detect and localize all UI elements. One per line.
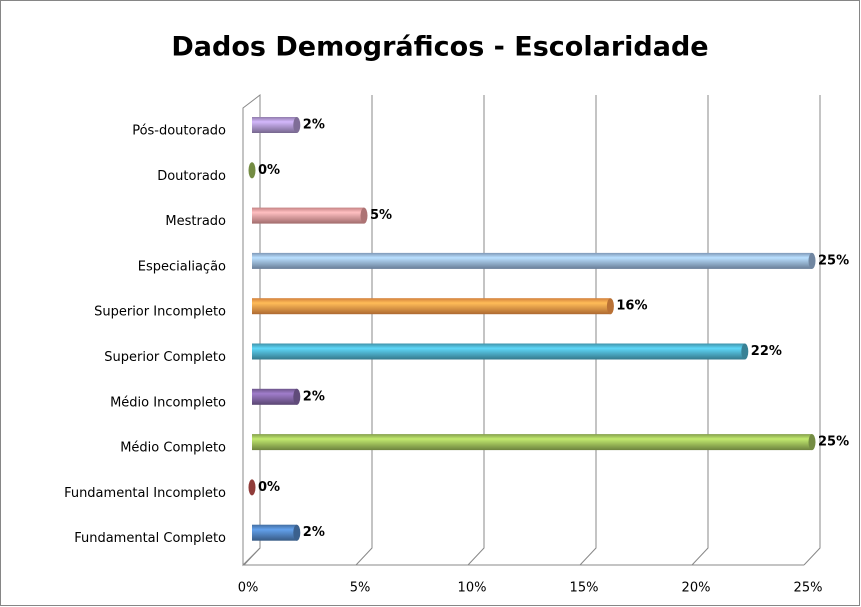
y-tick-label: Fundamental Completo (74, 531, 226, 546)
bar-cap (293, 388, 301, 405)
bar-cap (606, 298, 614, 315)
bar-cap (293, 117, 301, 133)
bar (252, 117, 297, 133)
y-tick-label: Fundamental Incompleto (64, 486, 226, 501)
bar (252, 252, 812, 269)
data-label: 0% (258, 480, 280, 495)
bar (252, 524, 297, 541)
bar-cap (741, 343, 749, 360)
data-label: 16% (616, 299, 647, 314)
y-tick-label: Mestrado (165, 214, 226, 229)
data-label: 0% (258, 163, 280, 178)
bar-cap (360, 207, 368, 224)
data-label: 22% (751, 344, 782, 359)
data-label: 25% (818, 435, 849, 450)
bar-cap (248, 162, 256, 179)
x-tick-label: 0% (238, 581, 259, 596)
x-tick-label: 15% (570, 581, 599, 596)
grid-line (243, 95, 261, 566)
bar-cap (248, 479, 256, 496)
y-tick-label: Especialiação (138, 259, 226, 274)
bar (252, 343, 745, 360)
y-tick-label: Médio Completo (120, 441, 226, 456)
bar (252, 298, 611, 315)
bar (252, 434, 812, 451)
data-label: 2% (303, 118, 325, 133)
y-tick-label: Doutorado (157, 169, 226, 184)
x-tick-label: 5% (350, 581, 371, 596)
data-label: 2% (303, 389, 325, 404)
x-tick-label: 10% (458, 581, 487, 596)
data-label: 25% (818, 253, 849, 268)
x-tick-label: 25% (794, 581, 823, 596)
bar-cap (293, 524, 301, 541)
y-tick-label: Superior Completo (104, 350, 226, 365)
bar-cap (808, 252, 816, 269)
grid-line (803, 95, 821, 566)
grid-line (467, 95, 485, 566)
y-tick-label: Pós-doutorado (132, 124, 226, 139)
grid-line (691, 95, 709, 566)
bar (252, 388, 297, 405)
bar (252, 207, 364, 224)
y-tick-label: Superior Incompleto (94, 305, 226, 320)
x-tick-label: 20% (682, 581, 711, 596)
y-tick-label: Médio Incompleto (110, 395, 226, 410)
chart-title: Dados Demográficos - Escolaridade (171, 32, 708, 63)
grid-line (579, 95, 597, 566)
grid-line (355, 95, 373, 566)
data-label: 5% (370, 208, 392, 223)
bar-cap (808, 434, 816, 451)
data-label: 2% (303, 525, 325, 540)
